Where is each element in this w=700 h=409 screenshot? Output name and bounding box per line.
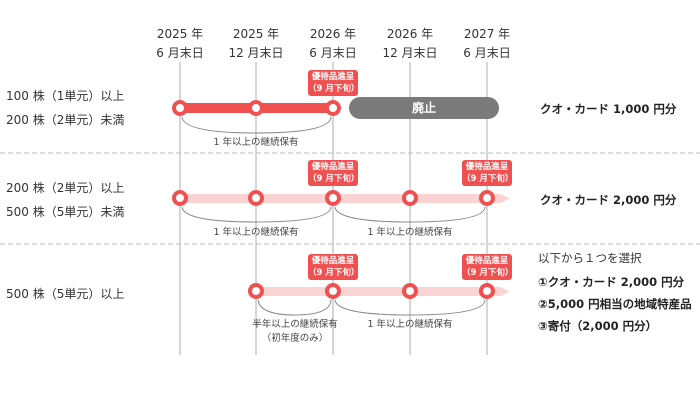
header-date: 6 月末日 (156, 46, 204, 60)
gift-badge: 優待品進呈 （9 月下旬） (462, 160, 514, 186)
gift-badge: 優待品進呈 （9 月下旬） (462, 254, 514, 280)
header-year: 2025 年 (156, 27, 204, 41)
header-year: 2025 年 (232, 27, 280, 41)
timeline-node (248, 100, 264, 116)
brace (334, 206, 486, 223)
timeline-node (172, 100, 188, 116)
timeline-node (248, 283, 264, 299)
gift-badge: 優待品進呈 （9 月下旬） (308, 70, 360, 96)
gift-badge: 優待品進呈 （9 月下旬） (308, 160, 360, 186)
timeline-node (479, 190, 495, 206)
timeline-node (402, 190, 418, 206)
holding-bar-arrow (180, 194, 510, 203)
holding-bar-arrow (256, 287, 510, 296)
gift-badge: 優待品進呈 （9 月下旬） (308, 254, 360, 280)
row-label-line: 500 株（5単元）未満 (6, 205, 125, 219)
timeline-node (402, 283, 418, 299)
header-date: 6 月末日 (309, 46, 357, 60)
header-date: 6 月末日 (463, 46, 511, 60)
holding-note: 1 年以上の継続保有 (367, 319, 453, 330)
column-header: 2025 年 12 月末日 (216, 25, 296, 63)
timeline-node (325, 283, 341, 299)
holding-note: 半年以上の継続保有 （初年度のみ） (225, 318, 365, 346)
holding-note: 1 年以上の継続保有 (213, 227, 299, 238)
badge-line: 優待品進呈 (465, 256, 509, 266)
badge-line: （9 月下旬） (308, 268, 360, 278)
column-header: 2026 年 6 月末日 (293, 25, 373, 63)
timeline-node (248, 190, 264, 206)
reward-text: クオ・カード 2,000 円分 (540, 193, 677, 207)
timeline-node (325, 100, 341, 116)
column-header: 2026 年 12 月末日 (370, 25, 450, 63)
choice-item: ②5,000 円相当の地域特産品 (538, 297, 692, 311)
choice-item: ①クオ・カード 2,000 円分 (538, 275, 685, 289)
brace (257, 299, 332, 316)
badge-line: 優待品進呈 (465, 162, 509, 172)
abolished-pill: 廃止 (349, 97, 499, 119)
row-label: 100 株（1単元）以上 200 株（2単元）未満 (6, 84, 124, 132)
timeline-node (325, 190, 341, 206)
row-label: 200 株（2単元）以上 500 株（5単元）未満 (6, 176, 124, 224)
reward-text: クオ・カード 1,000 円分 (540, 102, 677, 116)
column-header: 2025 年 6 月末日 (140, 25, 220, 63)
header-date: 12 月末日 (382, 46, 438, 60)
header-year: 2026 年 (309, 27, 357, 41)
badge-line: （9 月下旬） (462, 268, 514, 278)
row-label-line: 200 株（2単元）未満 (6, 113, 125, 127)
note-line: （初年度のみ） (261, 333, 329, 344)
brace (181, 116, 332, 134)
choice-title: 以下から１つを選択 (538, 251, 642, 265)
header-year: 2026 年 (386, 27, 434, 41)
row-label: 500 株（5単元）以上 (6, 287, 125, 301)
column-header: 2027 年 6 月末日 (447, 25, 527, 63)
badge-line: 優待品進呈 (311, 162, 355, 172)
badge-line: 優待品進呈 (311, 256, 355, 266)
holding-note: 1 年以上の継続保有 (367, 227, 453, 238)
badge-line: （9 月下旬） (308, 84, 360, 94)
timeline-node (172, 190, 188, 206)
badge-line: （9 月下旬） (308, 174, 360, 184)
holding-note: 1 年以上の継続保有 (213, 137, 299, 148)
header-date: 12 月末日 (228, 46, 284, 60)
row-label-line: 200 株（2単元）以上 (6, 181, 125, 195)
badge-line: 優待品進呈 (311, 72, 355, 82)
brace (334, 299, 486, 316)
choice-item: ③寄付（2,000 円分） (538, 319, 658, 333)
badge-line: （9 月下旬） (462, 174, 514, 184)
note-line: 半年以上の継続保有 (252, 319, 338, 330)
brace (181, 206, 332, 223)
timeline-node (479, 283, 495, 299)
header-year: 2027 年 (463, 27, 511, 41)
row-label-line: 100 株（1単元）以上 (6, 89, 125, 103)
